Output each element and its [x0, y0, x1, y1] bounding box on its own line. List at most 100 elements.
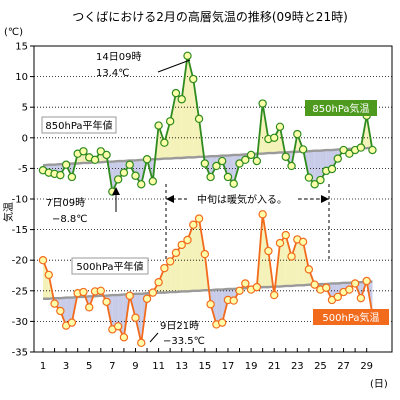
data-point-500	[44, 270, 53, 280]
data-point-850	[154, 121, 163, 130]
data-point-850	[316, 175, 325, 185]
legend-500-temp: 500hPa気温	[322, 311, 379, 324]
data-point-850	[229, 179, 238, 188]
data-point-850	[131, 171, 140, 180]
data-point-850	[258, 99, 267, 108]
x-unit-label: (日)	[370, 379, 388, 390]
above-normal-fill	[279, 235, 286, 287]
annotation-max850-leader	[157, 59, 191, 73]
legend-500-normal: 500hPa平年値	[76, 260, 143, 273]
data-point-500	[96, 286, 106, 295]
data-point-500	[154, 278, 163, 287]
x-tick-label: 25	[314, 361, 327, 372]
data-point-500	[356, 293, 366, 303]
data-point-500	[281, 230, 290, 240]
y-tick-label: -25	[12, 286, 28, 297]
x-tick-label: 1	[40, 361, 46, 372]
data-point-850	[287, 161, 296, 171]
x-tick-label: 3	[63, 361, 69, 372]
x-tick-label: 19	[245, 361, 258, 372]
data-point-850	[304, 173, 314, 182]
data-point-850	[96, 147, 106, 156]
data-point-500	[119, 333, 129, 342]
data-point-500	[137, 338, 146, 348]
below-normal-fill	[112, 295, 119, 330]
data-point-500	[79, 287, 88, 297]
y-tick-label: 0	[22, 133, 28, 144]
data-point-850	[223, 172, 233, 182]
period-arrow-right	[321, 195, 329, 203]
y-tick-label: -15	[12, 225, 28, 236]
legend-850-normal-box	[41, 116, 117, 134]
annotation-min500-date: 9日21時	[160, 320, 199, 332]
annotation-min500-value: −33.5℃	[163, 336, 205, 347]
chart-title: つくばにおける2月の高層気温の推移(09時と21時)	[72, 9, 348, 24]
data-point-850	[148, 177, 158, 186]
x-tick-label: 9	[132, 361, 138, 372]
data-point-500	[333, 292, 342, 302]
data-point-850	[102, 150, 111, 160]
above-normal-fill	[297, 239, 304, 286]
data-point-500	[177, 240, 186, 250]
data-point-850	[235, 159, 244, 168]
data-point-500	[322, 283, 331, 292]
y-axis-label: 気温	[2, 202, 15, 222]
data-point-850	[217, 156, 227, 166]
data-point-500	[56, 306, 65, 316]
data-point-500	[125, 291, 134, 300]
data-point-850	[165, 117, 175, 126]
data-point-500	[50, 299, 59, 308]
data-point-850	[368, 145, 377, 155]
y-tick-label: -35	[12, 348, 28, 359]
above-normal-fill	[285, 235, 292, 286]
y-tick-label: -10	[12, 195, 28, 206]
below-normal-fill	[112, 161, 119, 192]
data-point-500	[206, 300, 215, 309]
data-point-500	[229, 296, 238, 305]
data-point-500	[200, 249, 210, 259]
data-point-850	[142, 155, 152, 164]
data-point-850	[90, 155, 100, 165]
below-normal-fill	[216, 289, 223, 325]
below-normal-fill	[314, 150, 321, 185]
x-tick-label: 15	[198, 361, 211, 372]
data-point-500	[304, 265, 314, 274]
x-tick-label: 17	[222, 361, 235, 372]
x-tick-label: 29	[360, 361, 373, 372]
data-point-500	[241, 279, 250, 288]
data-point-850	[212, 161, 221, 171]
data-point-850	[345, 149, 354, 158]
point-layer	[38, 51, 377, 348]
data-point-850	[79, 147, 88, 156]
data-point-500	[345, 285, 354, 294]
x-tick-label: 13	[175, 361, 188, 372]
data-point-850	[275, 122, 285, 131]
data-point-500	[258, 210, 267, 219]
data-point-500	[362, 276, 371, 286]
data-point-850	[200, 159, 210, 168]
data-point-500	[298, 237, 308, 247]
data-point-850	[189, 74, 198, 84]
data-point-500	[264, 246, 273, 256]
annotation-min850-date: 7日09時	[46, 197, 85, 209]
data-point-500	[252, 282, 262, 292]
data-point-500	[310, 280, 319, 289]
annotation-min850-arrowhead	[112, 187, 120, 195]
y-unit-label: (℃)	[4, 27, 23, 38]
x-tick-label: 7	[109, 361, 115, 372]
data-point-500	[85, 303, 94, 312]
data-point-850	[160, 138, 169, 147]
y-tick-label: -5	[18, 164, 28, 175]
legend-500-temp-box	[313, 309, 389, 325]
data-point-850	[246, 150, 256, 160]
data-point-500	[287, 252, 296, 261]
data-point-500	[67, 318, 77, 327]
data-point-850	[113, 175, 123, 184]
data-point-850	[177, 95, 186, 104]
data-point-500	[165, 257, 175, 266]
legend-850-temp-box	[305, 100, 377, 116]
data-point-500	[350, 279, 360, 288]
legend-850-normal: 850hPa平年値	[45, 119, 112, 132]
data-point-850	[252, 156, 262, 166]
